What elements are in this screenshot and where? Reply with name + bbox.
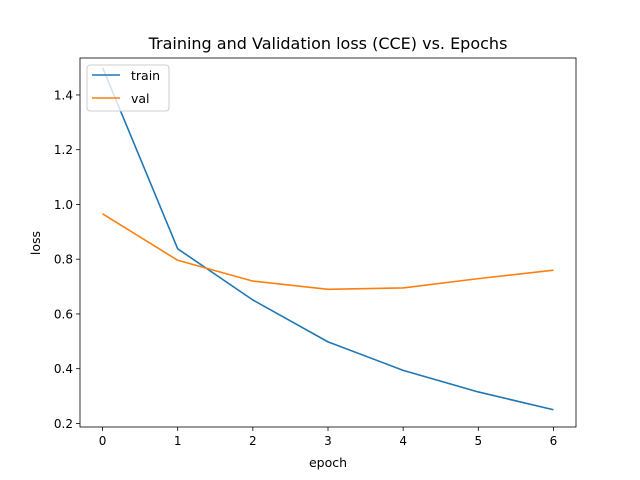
x-tick-label: 1 bbox=[174, 434, 182, 448]
x-tick-label: 2 bbox=[249, 434, 257, 448]
y-tick-label: 1.0 bbox=[54, 198, 73, 212]
legend: train val bbox=[86, 64, 170, 112]
y-tick-label: 0.8 bbox=[54, 253, 73, 267]
series-line-val bbox=[102, 213, 554, 291]
y-tick-label: 0.4 bbox=[54, 362, 73, 376]
y-axis-label: loss bbox=[28, 231, 43, 255]
y-tick-label: 1.2 bbox=[54, 143, 73, 157]
chart-title: Training and Validation loss (CCE) vs. E… bbox=[148, 34, 508, 53]
legend-box bbox=[86, 64, 170, 112]
series-line-train bbox=[101, 67, 554, 411]
x-tick-label: 4 bbox=[399, 434, 407, 448]
x-tick-label: 0 bbox=[99, 434, 107, 448]
legend-label-train: train bbox=[131, 68, 160, 83]
y-tick-label: 1.4 bbox=[54, 88, 73, 102]
plot-lines bbox=[101, 67, 554, 411]
x-axis: 0 1 2 3 4 5 6 bbox=[99, 427, 558, 448]
legend-label-val: val bbox=[131, 91, 150, 106]
x-tick-label: 3 bbox=[324, 434, 332, 448]
x-tick-label: 6 bbox=[550, 434, 558, 448]
plot-frame bbox=[79, 57, 577, 428]
x-axis-label: epoch bbox=[309, 455, 347, 470]
y-tick-label: 0.2 bbox=[54, 417, 73, 431]
y-axis: 0.2 0.4 0.6 0.8 1.0 1.2 1.4 bbox=[54, 88, 80, 431]
x-tick-label: 5 bbox=[474, 434, 482, 448]
y-tick-label: 0.6 bbox=[54, 307, 73, 321]
